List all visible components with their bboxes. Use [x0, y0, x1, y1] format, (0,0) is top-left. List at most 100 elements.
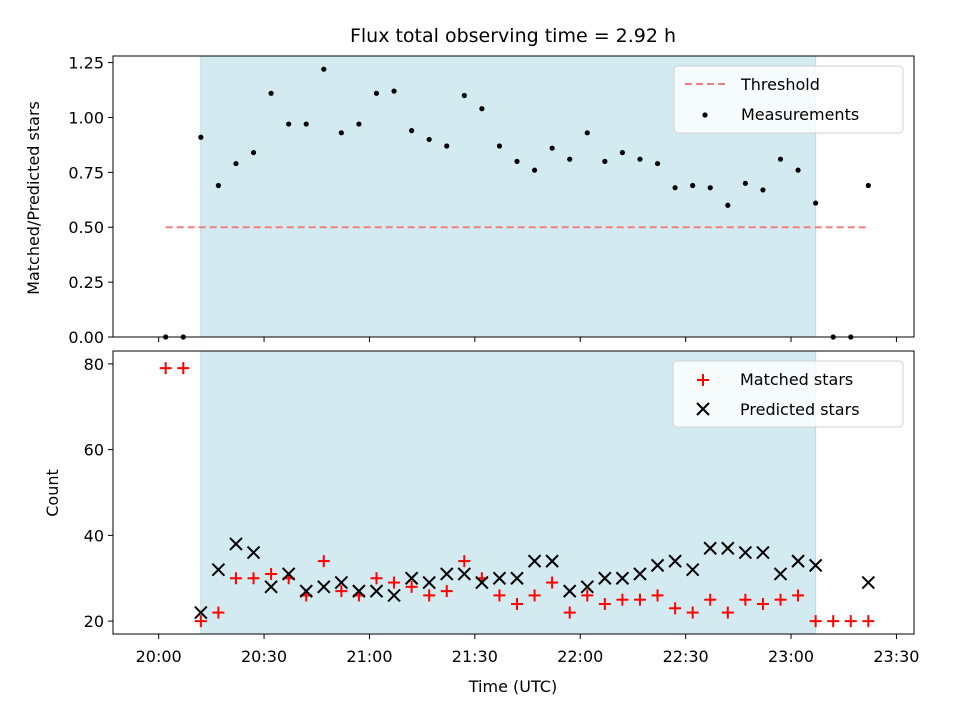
predicted-star-point: [211, 562, 226, 577]
bottom-xlabel: Time (UTC): [468, 677, 557, 696]
bottom-legend-box: [672, 360, 904, 428]
predicted-star-point: [773, 567, 788, 581]
predicted-star-point: [281, 567, 296, 581]
measurement-point: [338, 130, 344, 136]
matched-star-point: [177, 362, 190, 375]
bottom-ytick-label: 80: [84, 355, 104, 374]
legend-threshold-label: Threshold: [740, 75, 820, 94]
xtick-label: 22:30: [663, 647, 709, 666]
measurement-point: [215, 182, 221, 189]
measurement-point: [426, 136, 432, 143]
predicted-star-point: [299, 584, 313, 598]
predicted-star-point: [615, 571, 630, 585]
measurement-point: [707, 185, 713, 191]
legend-measurements-label: Measurements: [741, 105, 859, 124]
matched-star-point: [704, 593, 717, 606]
bottom-ytick-label: 40: [84, 526, 104, 545]
xtick-label: 23:30: [873, 647, 919, 666]
bottom-ytick-label: 60: [84, 441, 104, 460]
predicted-star-point: [545, 554, 559, 568]
xtick-label: 20:00: [136, 647, 182, 666]
matched-star-point: [440, 585, 453, 598]
predicted-star-point: [703, 541, 717, 555]
matched-star-point: [370, 572, 383, 585]
matched-star-point: [809, 615, 822, 628]
xtick-label: 21:30: [452, 647, 498, 666]
measurement-point: [303, 121, 309, 127]
measurement-point: [672, 185, 678, 191]
predicted-star-point: [563, 584, 577, 598]
top-legend-box: [673, 65, 904, 134]
bottom-panel: 20 40 60 80 20:00 20:30 21:00 21:30 22:00 22:30 2…: [43, 350, 919, 696]
predicted-star-point: [246, 545, 261, 560]
measurement-point: [514, 158, 520, 164]
top-ytick-label: 0.00: [68, 328, 104, 347]
xtick-label: 20:30: [241, 647, 287, 666]
predicted-star-point: [369, 584, 384, 598]
matched-star-point: [493, 589, 506, 602]
measurement-point: [286, 121, 292, 127]
measurement-point: [813, 200, 819, 206]
measurement-point: [725, 202, 731, 208]
measurement-point: [461, 92, 467, 99]
matched-star-point: [756, 597, 769, 610]
matched-star-point: [827, 615, 840, 628]
predicted-star-point: [650, 558, 665, 573]
predicted-star-point: [475, 575, 489, 590]
measurement-point: [795, 167, 801, 173]
top-ytick-label: 0.50: [68, 218, 104, 237]
matched-star-point: [528, 589, 541, 602]
measurement-point: [531, 167, 538, 173]
matched-star-point: [458, 555, 471, 568]
top-ytick-label: 1.00: [68, 108, 104, 127]
matched-star-point: [616, 593, 629, 606]
matched-star-point: [546, 576, 559, 589]
legend-matched-label: Matched stars: [740, 370, 853, 389]
measurement-point: [479, 106, 485, 112]
bottom-legend: Matched stars Predicted stars: [672, 360, 904, 428]
matched-star-point: [563, 606, 576, 619]
measurement-point: [198, 134, 204, 140]
bottom-plot-frame: [112, 350, 915, 635]
predicted-star-point: [527, 554, 542, 568]
predicted-star-point: [685, 562, 700, 577]
matched-star-point: [774, 593, 787, 606]
matched-star-point: [511, 597, 524, 610]
measurement-point: [321, 66, 327, 72]
measurement-point: [637, 156, 643, 162]
matched-star-point: [686, 606, 699, 619]
matched-star-point: [159, 362, 172, 375]
predicted-star-point: [598, 571, 612, 585]
predicted-star-point: [808, 558, 823, 573]
measurement-point: [690, 182, 696, 189]
matched-star-point: [581, 589, 594, 602]
xtick-label: 22:00: [557, 647, 603, 666]
predicted-star-point: [352, 584, 366, 598]
measurement-point: [356, 121, 362, 127]
predicted-star-point: [194, 605, 208, 620]
bottom-ytick-label: 20: [84, 612, 104, 631]
measurement-point: [742, 180, 748, 186]
matched-star-point: [862, 615, 875, 628]
matched-star-point: [792, 589, 805, 602]
matched-star-point: [317, 555, 330, 568]
top-ytick-label: 0.25: [68, 273, 104, 292]
predicted-star-point: [457, 567, 472, 581]
matched-star-point: [388, 576, 401, 589]
predicted-star-point: [580, 580, 594, 594]
predicted-star-point: [633, 567, 647, 581]
measurement-point: [373, 90, 380, 96]
measurement-point: [567, 156, 573, 162]
matched-star-point: [669, 602, 682, 615]
predicted-star-point: [264, 580, 278, 594]
legend-matched-swatch: [697, 374, 709, 386]
matched-star-point: [598, 597, 611, 610]
measurement-point: [233, 160, 239, 167]
top-legend: Threshold Measurements: [673, 65, 904, 134]
predicted-star-point: [738, 545, 753, 560]
measurement-point: [619, 149, 626, 156]
predicted-star-point: [317, 580, 331, 594]
predicted-star-point: [756, 545, 770, 560]
predicted-star-point: [334, 575, 349, 590]
matched-star-point: [721, 606, 734, 619]
